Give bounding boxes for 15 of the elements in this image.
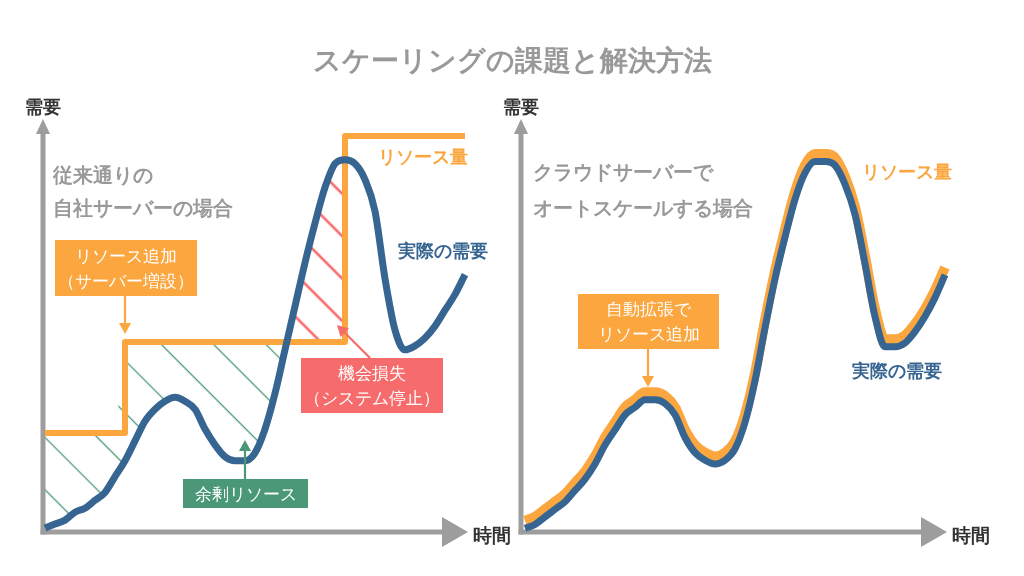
annotation-text: リソース追加（サーバー増設） [58,246,194,290]
note-text: 従来通りの自社サーバーの場合 [53,164,233,219]
ylabel: 需要 [503,97,539,117]
xlabel: 時間 [473,524,511,546]
annotation-text: 余剰リソース [194,484,297,503]
series-name: 実際の需要 [852,361,942,381]
series-name: 実際の需要 [398,241,488,261]
series-name: リソース量 [862,162,952,182]
title: スケーリングの課題と解決方法 [312,44,712,76]
xlabel: 時間 [952,524,990,546]
ylabel: 需要 [25,97,61,117]
annotation-text: 自動拡張でリソース追加 [597,299,700,344]
annotation-text: 機会損失（システム停止） [304,363,440,408]
series-name: リソース量 [378,147,468,167]
note-text: クラウドサーバーでオートスケールする場合 [533,161,753,219]
